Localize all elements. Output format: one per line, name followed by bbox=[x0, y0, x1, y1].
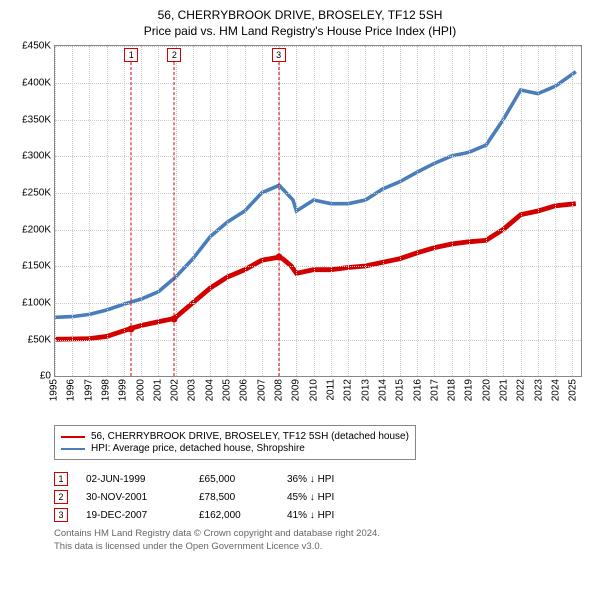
marker-price-1: £65,000 bbox=[199, 474, 269, 485]
x-tick-label: 2013 bbox=[360, 379, 371, 401]
marker-pct-1: 36% ↓ HPI bbox=[287, 474, 367, 485]
title-block: 56, CHERRYBROOK DRIVE, BROSELEY, TF12 5S… bbox=[12, 8, 588, 39]
y-tick-label: £250K bbox=[22, 187, 51, 198]
legend-label-price-paid: 56, CHERRYBROOK DRIVE, BROSELEY, TF12 5S… bbox=[91, 431, 409, 442]
marker-row-2: 2 30-NOV-2001 £78,500 45% ↓ HPI bbox=[54, 490, 588, 504]
x-tick-label: 1995 bbox=[49, 379, 60, 401]
x-tick-label: 1997 bbox=[83, 379, 94, 401]
y-tick-label: £400K bbox=[22, 77, 51, 88]
x-tick-label: 2018 bbox=[447, 379, 458, 401]
y-tick-label: £350K bbox=[22, 114, 51, 125]
marker-badge-2: 2 bbox=[54, 490, 68, 504]
marker-box-2: 2 bbox=[167, 48, 181, 62]
marker-pct-2: 45% ↓ HPI bbox=[287, 492, 367, 503]
marker-pct-3: 41% ↓ HPI bbox=[287, 510, 367, 521]
marker-table: 1 02-JUN-1999 £65,000 36% ↓ HPI 2 30-NOV… bbox=[54, 472, 588, 522]
x-tick-label: 2012 bbox=[343, 379, 354, 401]
marker-row-3: 3 19-DEC-2007 £162,000 41% ↓ HPI bbox=[54, 508, 588, 522]
x-tick-label: 2009 bbox=[291, 379, 302, 401]
marker-box-3: 3 bbox=[272, 48, 286, 62]
x-tick-label: 2000 bbox=[135, 379, 146, 401]
x-tick-label: 1996 bbox=[66, 379, 77, 401]
series-line-hpi bbox=[55, 72, 576, 318]
y-tick-label: £100K bbox=[22, 297, 51, 308]
legend-swatch-price-paid bbox=[61, 436, 85, 438]
x-tick-label: 2002 bbox=[170, 379, 181, 401]
x-tick-label: 2019 bbox=[464, 379, 475, 401]
x-tick-label: 2014 bbox=[377, 379, 388, 401]
x-tick-label: 2015 bbox=[395, 379, 406, 401]
x-tick-label: 2017 bbox=[429, 379, 440, 401]
legend-label-hpi: HPI: Average price, detached house, Shro… bbox=[91, 443, 305, 454]
x-tick-label: 1999 bbox=[118, 379, 129, 401]
x-tick-label: 2011 bbox=[325, 379, 336, 401]
x-tick-label: 2021 bbox=[499, 379, 510, 401]
marker-dot-3 bbox=[275, 254, 282, 261]
legend-row-price-paid: 56, CHERRYBROOK DRIVE, BROSELEY, TF12 5S… bbox=[61, 431, 409, 442]
x-tick-label: 2006 bbox=[239, 379, 250, 401]
x-axis-labels: 1995199619971998199920002001200220032004… bbox=[54, 377, 582, 417]
chart-plot-area: £0£50K£100K£150K£200K£250K£300K£350K£400… bbox=[54, 45, 582, 377]
x-tick-label: 2024 bbox=[551, 379, 562, 401]
legend-row-hpi: HPI: Average price, detached house, Shro… bbox=[61, 443, 409, 454]
marker-date-2: 30-NOV-2001 bbox=[86, 492, 181, 503]
x-tick-label: 2010 bbox=[308, 379, 319, 401]
x-tick-label: 2025 bbox=[568, 379, 579, 401]
y-tick-label: £450K bbox=[22, 41, 51, 52]
legend-swatch-hpi bbox=[61, 448, 85, 450]
x-tick-label: 1998 bbox=[100, 379, 111, 401]
footer: Contains HM Land Registry data © Crown c… bbox=[54, 528, 588, 553]
x-tick-label: 2022 bbox=[516, 379, 527, 401]
x-tick-label: 2008 bbox=[274, 379, 285, 401]
chart-container: 56, CHERRYBROOK DRIVE, BROSELEY, TF12 5S… bbox=[0, 0, 600, 590]
y-tick-label: £50K bbox=[28, 334, 51, 345]
x-tick-label: 2020 bbox=[481, 379, 492, 401]
marker-price-2: £78,500 bbox=[199, 492, 269, 503]
title-sub: Price paid vs. HM Land Registry's House … bbox=[12, 24, 588, 40]
marker-price-3: £162,000 bbox=[199, 510, 269, 521]
x-tick-label: 2007 bbox=[256, 379, 267, 401]
marker-dot-2 bbox=[171, 315, 178, 322]
y-tick-label: £300K bbox=[22, 151, 51, 162]
series-line-price_paid bbox=[55, 204, 576, 340]
marker-dot-1 bbox=[128, 325, 135, 332]
x-tick-label: 2004 bbox=[204, 379, 215, 401]
title-main: 56, CHERRYBROOK DRIVE, BROSELEY, TF12 5S… bbox=[12, 8, 588, 24]
legend: 56, CHERRYBROOK DRIVE, BROSELEY, TF12 5S… bbox=[54, 425, 416, 460]
marker-date-1: 02-JUN-1999 bbox=[86, 474, 181, 485]
footer-line-2: This data is licensed under the Open Gov… bbox=[54, 541, 588, 553]
marker-date-3: 19-DEC-2007 bbox=[86, 510, 181, 521]
marker-row-1: 1 02-JUN-1999 £65,000 36% ↓ HPI bbox=[54, 472, 588, 486]
x-tick-label: 2003 bbox=[187, 379, 198, 401]
marker-box-1: 1 bbox=[124, 48, 138, 62]
marker-badge-3: 3 bbox=[54, 508, 68, 522]
marker-badge-1: 1 bbox=[54, 472, 68, 486]
footer-line-1: Contains HM Land Registry data © Crown c… bbox=[54, 528, 588, 540]
y-tick-label: £150K bbox=[22, 261, 51, 272]
x-tick-label: 2016 bbox=[412, 379, 423, 401]
x-tick-label: 2001 bbox=[152, 379, 163, 401]
x-tick-label: 2023 bbox=[533, 379, 544, 401]
x-tick-label: 2005 bbox=[222, 379, 233, 401]
y-tick-label: £200K bbox=[22, 224, 51, 235]
